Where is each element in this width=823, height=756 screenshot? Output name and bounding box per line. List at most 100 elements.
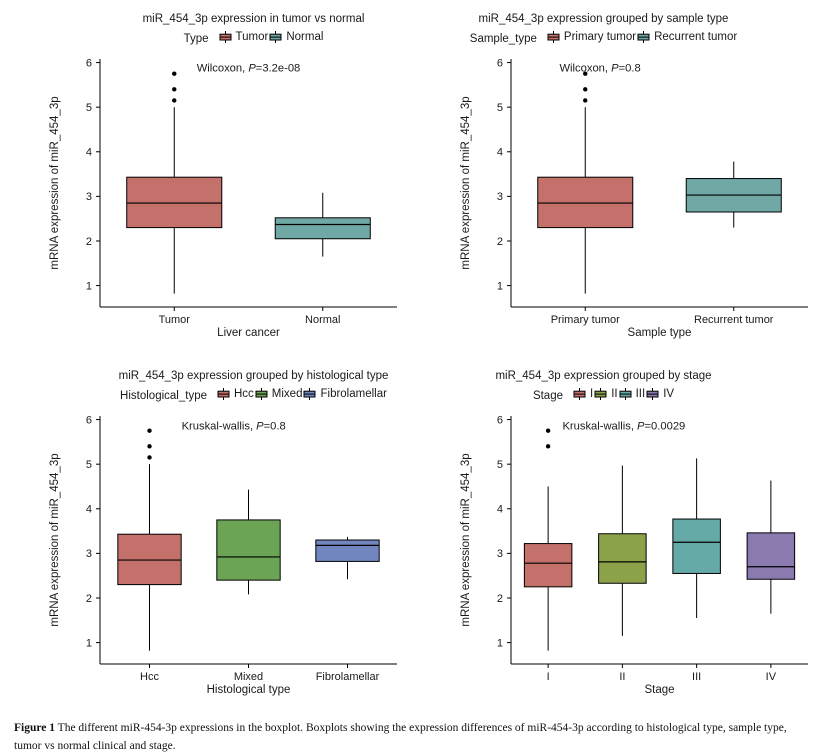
y-tick-label: 1 (86, 280, 92, 292)
panel-tumor-vs-normal: miR_454_3p expression in tumor vs normal… (0, 6, 411, 351)
legend-item: II (593, 387, 618, 401)
y-tick-label: 1 (497, 637, 503, 649)
box (523, 543, 573, 588)
stat-annotation: Kruskal-wallis, P=0.0029 (562, 420, 685, 432)
x-tick-label: II (619, 671, 625, 683)
panel-title: miR_454_3p expression grouped by stage (495, 370, 712, 382)
boxplot-chart-tumor-vs-normal: 1 2 3 4 5 6 mRNA expression of miR_454_3p Tumor… (49, 57, 397, 339)
panel-title: miR_454_3p expression grouped by sample … (478, 13, 729, 25)
y-tick-label: 2 (86, 236, 92, 248)
x-axis-title: Liver cancer (217, 327, 280, 339)
outlier-point (583, 87, 588, 92)
x-tick-label: Mixed (234, 671, 263, 683)
y-tick-label: 2 (497, 593, 503, 605)
y-tick-label: 1 (86, 637, 92, 649)
box (315, 539, 380, 562)
y-tick-label: 4 (497, 147, 503, 159)
y-tick-label: 3 (86, 548, 92, 560)
legend-label: Normal (286, 31, 324, 43)
x-axis-title: Stage (644, 684, 674, 696)
legend-item: IV (645, 387, 674, 401)
y-tick-label: 5 (497, 459, 503, 471)
x-axis-title: Histological type (207, 684, 291, 696)
box (746, 532, 796, 580)
outlier-point (583, 71, 588, 76)
x-tick-label: I (547, 671, 550, 683)
y-tick-label: 5 (86, 102, 92, 114)
y-axis-title: mRNA expression of miR_454_3p (460, 96, 472, 269)
figure-caption: Figure 1 The different miR-454-3p expres… (14, 720, 809, 756)
y-tick-label: 3 (497, 548, 503, 560)
legend-items: Hcc Mixed Fibrolamellar (216, 387, 387, 404)
x-tick-label: Hcc (140, 671, 159, 683)
outlier-point (172, 98, 177, 103)
y-tick-label: 3 (497, 191, 503, 203)
panel-sample-type: miR_454_3p expression grouped by sample … (411, 6, 822, 351)
x-axis-title: Sample type (628, 327, 692, 339)
box (672, 518, 721, 574)
x-tick-label: Normal (305, 314, 340, 326)
caption-text: The different miR-454-3p expressions in … (14, 722, 787, 752)
legend-item: III (618, 387, 646, 401)
legend-item: Normal (268, 30, 323, 44)
legend-item: Primary tumor (546, 30, 636, 44)
box (126, 176, 223, 229)
x-tick-label: Tumor (159, 314, 191, 326)
legend-item: Fibrolamellar (302, 387, 387, 401)
x-tick-label: Recurrent tumor (694, 314, 774, 326)
legend-items: Tumor Normal (218, 30, 323, 47)
y-tick-label: 1 (497, 280, 503, 292)
legend-item: Hcc (216, 387, 254, 401)
legend-label: III (635, 388, 646, 400)
legend-item: Tumor (218, 30, 268, 44)
outlier-point (147, 444, 152, 449)
boxplot-key-icon (619, 388, 632, 400)
y-tick-label: 5 (497, 102, 503, 114)
caption-label: Figure 1 (14, 722, 55, 734)
boxplot-key-icon (269, 31, 282, 43)
outlier-point (545, 428, 551, 433)
box (537, 176, 634, 229)
y-tick-label: 4 (497, 504, 503, 516)
panel-histological-type: miR_454_3p expression grouped by histolo… (0, 363, 411, 708)
panel-head: miR_454_3p expression grouped by histolo… (119, 363, 389, 404)
x-tick-label: Primary tumor (551, 314, 620, 326)
boxplot-key-icon (594, 388, 607, 400)
legend-title: Stage (532, 389, 563, 402)
legend-item: Mixed (254, 387, 303, 401)
outlier-point (147, 455, 152, 460)
legend-item: I (572, 387, 593, 401)
box (598, 533, 647, 584)
legend: Sample_type Primary tumor Recurrent tumor (470, 30, 737, 47)
boxplot-key-icon (255, 388, 268, 400)
outlier-point (545, 444, 551, 449)
x-tick-label: IV (766, 671, 777, 683)
panel-stage: miR_454_3p expression grouped by stage S… (411, 363, 822, 708)
boxplot-chart-sample-type: 1 2 3 4 5 6 mRNA expression of miR_454_3p Prima… (460, 57, 808, 339)
boxplot-key-icon (637, 31, 650, 43)
outlier-point (583, 98, 588, 103)
outlier-point (172, 71, 177, 76)
boxplot-key-icon (547, 31, 560, 43)
y-tick-label: 6 (497, 414, 503, 426)
y-tick-label: 3 (86, 191, 92, 203)
y-axis-title: mRNA expression of miR_454_3p (460, 453, 472, 626)
boxplot-key-icon (573, 388, 586, 400)
box (117, 533, 182, 586)
legend-label: I (590, 388, 594, 400)
legend-items: Primary tumor Recurrent tumor (546, 30, 737, 47)
y-tick-label: 2 (86, 593, 92, 605)
panel-head: miR_454_3p expression grouped by sample … (470, 6, 737, 47)
y-tick-label: 2 (497, 236, 503, 248)
panel-head: miR_454_3p expression grouped by stage S… (495, 363, 711, 404)
stat-annotation: Kruskal-wallis, P=0.8 (182, 420, 286, 432)
legend-title: Histological_type (120, 389, 207, 402)
boxplot-chart-histological-type: 1 2 3 4 5 6 mRNA expression of miR_454_3p Hcc Mi… (49, 414, 397, 696)
panel-head: miR_454_3p expression in tumor vs normal… (143, 6, 365, 47)
legend-label: Mixed (271, 388, 303, 400)
boxplot-key-icon (217, 388, 230, 400)
y-tick-label: 6 (497, 57, 503, 69)
legend-label: Hcc (233, 388, 254, 400)
